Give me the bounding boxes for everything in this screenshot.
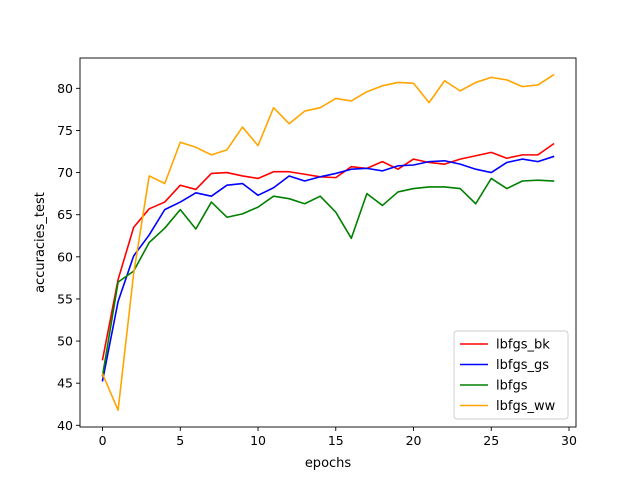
x-tick-label: 10: [250, 433, 266, 448]
y-axis: 40 45 50 55 60 65 70 75 80: [57, 81, 80, 433]
y-tick-label: 60: [57, 249, 73, 264]
y-tick-label: 75: [57, 123, 73, 138]
series-line-lbfgs_bk: [101, 142, 555, 361]
legend-label-lbfgs_gs: lbfgs_gs: [496, 358, 549, 373]
x-axis: 0 5 10 15 20 25 30: [99, 427, 577, 448]
y-tick-label: 50: [57, 334, 73, 349]
x-axis-label: epochs: [305, 456, 352, 471]
y-tick-label: 65: [57, 207, 73, 222]
x-tick-label: 5: [176, 433, 184, 448]
series-layer: [101, 73, 555, 411]
x-tick-label: 20: [406, 433, 422, 448]
plot-frame: [79, 57, 577, 428]
y-tick-label: 45: [57, 376, 73, 391]
legend-label-lbfgs: lbfgs: [496, 379, 528, 394]
y-tick-label: 55: [57, 291, 73, 306]
y-tick-label: 40: [57, 418, 73, 433]
legend-box: [453, 330, 569, 420]
y-tick-label: 70: [57, 165, 73, 180]
x-tick-label: 30: [561, 433, 577, 448]
y-tick-label: 80: [57, 81, 73, 96]
series-line-lbfgs: [101, 177, 555, 377]
legend-label-lbfgs_bk: lbfgs_bk: [496, 338, 550, 353]
y-axis-label: accuracies_test: [33, 192, 48, 293]
x-tick-label: 15: [328, 433, 344, 448]
x-tick-label: 25: [483, 433, 499, 448]
legend-label-lbfgs_ww: lbfgs_ww: [496, 399, 556, 414]
series-line-lbfgs_ww: [101, 73, 555, 411]
x-tick-label: 0: [99, 433, 107, 448]
series-line-lbfgs_gs: [101, 155, 555, 382]
